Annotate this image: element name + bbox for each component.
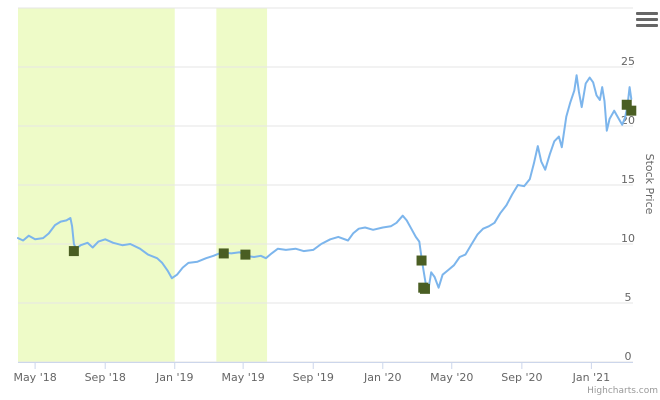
y-tick-label-15: 15 — [621, 173, 635, 186]
marker-2 — [218, 248, 229, 259]
y-tick-label-10: 10 — [621, 232, 635, 245]
y-tick-label-0: 0 — [625, 350, 632, 363]
x-tick-label-4: May '19 — [222, 371, 265, 384]
series-line-1 — [17, 74, 633, 290]
series-group[interactable] — [17, 74, 633, 290]
x-tick-label-6: Jan '20 — [363, 371, 401, 384]
credits-link[interactable]: Highcharts.com — [587, 386, 658, 396]
x-tick-label-1: May '18 — [13, 371, 56, 384]
marker-6 — [419, 283, 430, 294]
menu-hamburger-icon[interactable] — [636, 10, 658, 30]
marker-1 — [68, 246, 79, 257]
marker-4 — [416, 255, 427, 266]
x-tick-label-8: Sep '20 — [501, 371, 542, 384]
marker-8 — [626, 105, 637, 116]
y-tick-label-5: 5 — [625, 291, 632, 304]
x-tick-label-7: May '20 — [430, 371, 473, 384]
x-tick-label-5: Sep '19 — [293, 371, 334, 384]
marker-3 — [240, 249, 251, 260]
marker-7 — [621, 99, 632, 110]
y-axis-title: Stock Price — [643, 154, 656, 215]
y-tick-label-25: 25 — [621, 55, 635, 68]
x-tick-label-3: Jan '19 — [155, 371, 193, 384]
x-tick-label-9: Jan '21 — [572, 371, 610, 384]
markers-group[interactable] — [68, 99, 637, 294]
x-tick-label-2: Sep '18 — [85, 371, 126, 384]
x-axis: May '18 Sep '18 Jan '19 May '19 Sep '19 Jan '… — [13, 362, 633, 384]
